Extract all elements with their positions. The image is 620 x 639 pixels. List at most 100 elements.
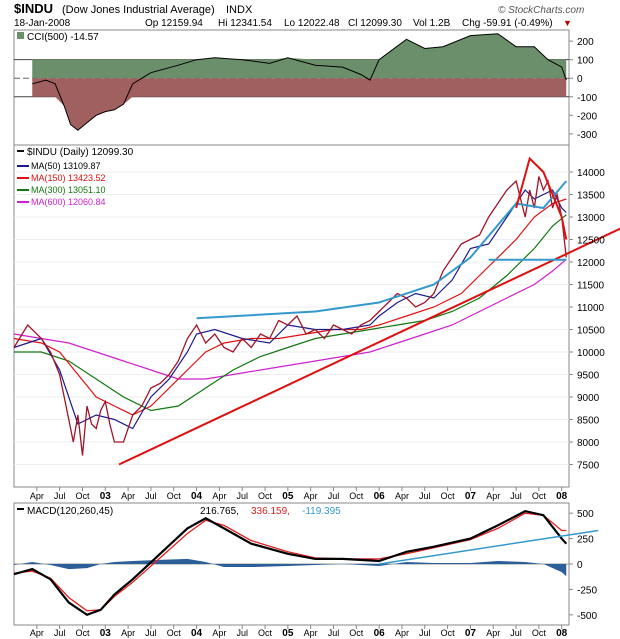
price-swatch (17, 150, 24, 152)
x-tick-label: Jul (510, 628, 522, 638)
x-tick-label: Apr (486, 491, 500, 501)
signal-value: 336.159, (251, 506, 290, 517)
cci-negative-area (32, 78, 567, 131)
x-tick-label: Jul (145, 628, 157, 638)
exchange: INDX (226, 4, 253, 16)
series-indu-line (13, 176, 567, 456)
symbol: $INDU (14, 1, 53, 16)
x-tick-label: Oct (258, 491, 273, 501)
macd-label: MACD(120,260,45) (27, 506, 113, 517)
price-y-tick-label: 11500 (577, 281, 605, 292)
x-tick-label: Oct (167, 491, 182, 501)
price-chart: 14000 13500 13000 12500 12000 11500 11000 10500… (13, 156, 620, 472)
macd-y-tick-label: -250 (577, 585, 597, 596)
price-y-tick-label: 11000 (577, 303, 605, 314)
price-y-tick-label: 9500 (577, 371, 600, 382)
change-value: Chg -59.91 (-0.49%) (462, 18, 553, 29)
macd-y-tick-label: 250 (577, 535, 594, 546)
x-tick-label: Jul (236, 491, 248, 501)
x-tick-label: 06 (374, 628, 386, 639)
price-label: $INDU (Daily) 12099.30 (27, 147, 134, 158)
x-tick-label: 03 (100, 628, 112, 639)
price-y-tick-label: 10000 (577, 348, 605, 359)
trendline (196, 180, 568, 320)
x-tick-label: Oct (532, 491, 547, 501)
ma300-label: MA(300) 13051.10 (31, 185, 106, 195)
price-y-tick-label: 9000 (577, 393, 600, 404)
macd-line (13, 509, 568, 617)
watermark: © StockCharts.com (498, 5, 584, 16)
x-tick-label: Jul (328, 628, 340, 638)
macd-y-tick-label: -500 (577, 611, 597, 622)
cci-legend: CCI(500) -14.57 (17, 32, 99, 43)
x-tick-label: Jul (54, 628, 66, 638)
cci-positive-area (32, 33, 567, 79)
x-tick-label: Jul (145, 491, 157, 501)
price-y-tick-label: 7500 (577, 461, 600, 472)
x-tick-label: Jul (328, 491, 340, 501)
x-tick-label: 07 (465, 491, 477, 502)
x-tick-label: Oct (258, 628, 273, 638)
x-tick-label: 03 (100, 491, 112, 502)
x-tick-label: Apr (212, 491, 226, 501)
price-y-tick-label: 12500 (577, 236, 605, 247)
x-tick-label: Jul (419, 491, 431, 501)
high-value: Hi 12341.54 (218, 18, 272, 29)
price-y-tick-label: 13000 (577, 213, 605, 224)
series-ma300-line (14, 214, 567, 412)
x-tick-label: 08 (556, 628, 568, 639)
price-y-tick-label: 13500 (577, 191, 605, 202)
ma600-label: MA(600) 12060.84 (31, 197, 106, 207)
x-tick-label: Oct (167, 628, 182, 638)
ma300-swatch (17, 189, 29, 191)
price-y-tick-label: 8000 (577, 438, 600, 449)
x-tick-label: 08 (556, 491, 568, 502)
x-axis: Apr Apr Jul Jul Oct Oct 03 03 Apr Apr Jul Jul Oct Oct… (30, 487, 568, 639)
x-tick-label: Oct (441, 491, 456, 501)
date: 18-Jan-2008 (14, 18, 71, 29)
x-tick-label: Apr (212, 628, 226, 638)
x-tick-label: Oct (441, 628, 456, 638)
x-tick-label: Apr (395, 491, 409, 501)
open-value: Op 12159.94 (145, 18, 203, 29)
x-tick-label: Oct (349, 491, 364, 501)
x-tick-label: Oct (75, 628, 90, 638)
cci-label: CCI(500) -14.57 (27, 32, 99, 43)
down-arrow-icon: ▼ (563, 18, 572, 28)
macd-value: 216.765, (200, 506, 239, 517)
cci-y-tick-label: -200 (577, 111, 597, 122)
low-value: Lo 12022.48 (284, 18, 340, 29)
cci-y-tick-label: -300 (577, 130, 597, 141)
macd-chart: 500 250 0 -250 -500 (13, 509, 599, 622)
x-tick-label: Apr (30, 628, 44, 638)
cci-y-tick-label: 200 (577, 37, 594, 48)
series-ma600-line (13, 258, 567, 380)
ma50-swatch (17, 165, 29, 167)
cci-line (32, 33, 567, 131)
macd-y-tick-label: 500 (577, 509, 594, 520)
index-name: (Dow Jones Industrial Average) (62, 4, 215, 16)
x-tick-label: Jul (419, 628, 431, 638)
x-tick-label: Apr (304, 628, 318, 638)
histogram-value: -119.395 (302, 506, 341, 517)
x-tick-label: Apr (30, 491, 44, 501)
cci-chart: 200 100 0 -100 -200 -300 (14, 33, 597, 141)
x-tick-label: Oct (532, 628, 547, 638)
macd-histogram (14, 558, 567, 577)
series-ma50-line (13, 189, 567, 430)
cci-swatch (17, 32, 24, 39)
macd-y-tick-label: 0 (577, 560, 583, 571)
price-legend: $INDU (Daily) 12099.30 MA(50) 13109.87 M… (17, 147, 134, 207)
x-tick-label: Jul (236, 628, 248, 638)
x-tick-label: Oct (75, 491, 90, 501)
price-y-tick-label: 8500 (577, 416, 600, 427)
cci-y-tick-label: -100 (577, 93, 597, 104)
x-tick-label: 04 (191, 491, 203, 502)
volume-value: Vol 1.2B (413, 18, 451, 29)
ma50-label: MA(50) 13109.87 (31, 161, 101, 171)
x-tick-label: Apr (121, 628, 135, 638)
close-value: Cl 12099.30 (348, 18, 402, 29)
series-ma150-line (13, 198, 567, 416)
x-tick-label: Apr (486, 628, 500, 638)
